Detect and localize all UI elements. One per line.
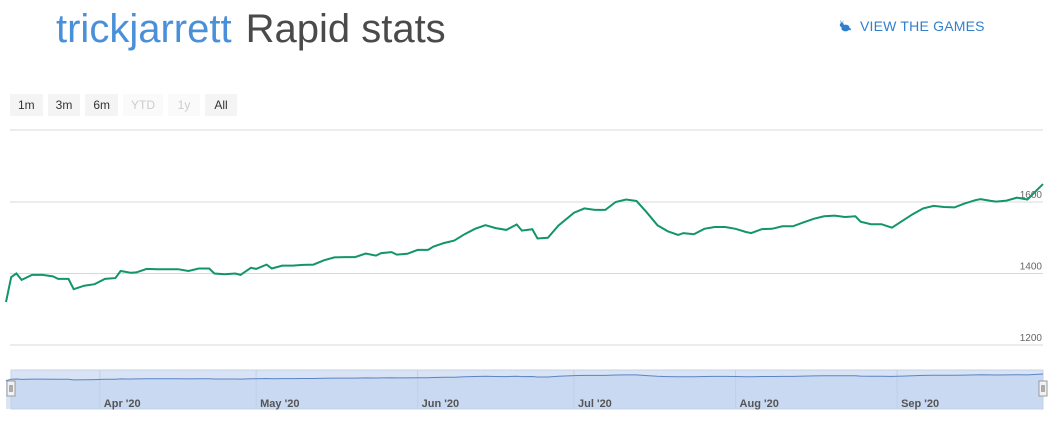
y-tick-1400: 1400 — [1020, 262, 1043, 273]
range-button-6m[interactable]: 6m — [85, 94, 119, 116]
handle-body — [1038, 380, 1048, 397]
navigator-ticks: Apr '20 May '20 Jun '20 Jul '20 Aug '20 Sep '… — [104, 398, 939, 410]
view-games-label: VIEW THE GAMES — [860, 18, 985, 34]
page-subtitle: Rapid stats — [245, 7, 446, 51]
chart-gridlines — [10, 129, 1043, 346]
navigator[interactable]: Apr '20 May '20 Jun '20 Jul '20 Aug '20 Sep '… — [5, 369, 1048, 410]
y-tick-1200: 1200 — [1020, 333, 1043, 344]
navigator-tick-label: Jun '20 — [422, 398, 459, 410]
username: trickjarrett — [56, 7, 232, 51]
range-button-all[interactable]: All — [205, 94, 238, 116]
navigator-tick-label: May '20 — [260, 398, 299, 410]
navigator-handle-right[interactable] — [1038, 380, 1048, 397]
rabbit-icon — [838, 19, 852, 33]
navigator-handles[interactable] — [6, 380, 1048, 397]
range-button-3m[interactable]: 3m — [47, 94, 81, 116]
view-games-link[interactable]: VIEW THE GAMES — [838, 18, 985, 34]
range-button-1y: 1y — [168, 94, 201, 116]
navigator-tick-label: Jul '20 — [578, 398, 612, 410]
navigator-tick-label: Sep '20 — [901, 398, 939, 410]
range-button-1m[interactable]: 1m — [10, 94, 43, 116]
range-button-ytd: YTD — [123, 94, 164, 116]
handle-body — [6, 380, 16, 397]
rating-series-line — [5, 183, 1044, 303]
page-title: trickjarrett Rapid stats — [56, 4, 446, 54]
navigator-handle-left[interactable] — [6, 380, 16, 397]
navigator-tick-label: Aug '20 — [740, 398, 779, 410]
navigator-tick-label: Apr '20 — [104, 398, 141, 410]
navigator-area — [6, 374, 1043, 409]
navigator-series-line — [5, 373, 1044, 382]
range-selector: 1m 3m 6m YTD 1y All — [10, 94, 238, 116]
